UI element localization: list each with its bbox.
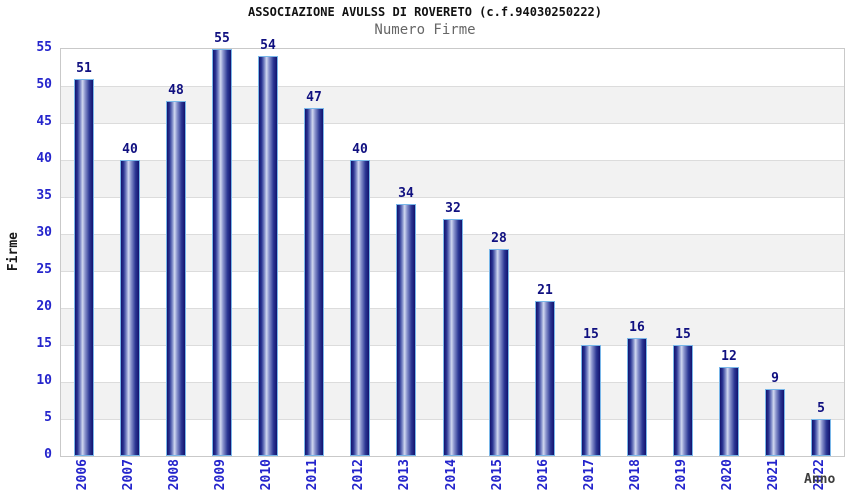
- bar-value-label-2012: 40: [352, 142, 368, 157]
- bar-value-label-2018: 16: [629, 320, 645, 335]
- background-band: [61, 86, 844, 123]
- bar-value-label-2017: 15: [583, 327, 599, 342]
- ytick-label-10: 10: [36, 373, 52, 388]
- bar-2021: [765, 389, 785, 456]
- chart-title: ASSOCIAZIONE AVULSS DI ROVERETO (c.f.940…: [247, 5, 602, 19]
- bar-value-label-2022: 5: [817, 401, 825, 416]
- ytick-label-55: 55: [36, 40, 52, 55]
- ytick-label-50: 50: [36, 77, 52, 92]
- bar-value-label-2011: 47: [306, 90, 322, 105]
- bar-2008: [166, 101, 186, 456]
- bar-value-label-2010: 54: [260, 38, 276, 53]
- xtick-label-2021: 2021: [766, 459, 781, 491]
- xtick-label-2015: 2015: [490, 459, 505, 491]
- bar-value-label-2009: 55: [214, 31, 230, 46]
- xtick-label-2016: 2016: [536, 459, 551, 491]
- ytick-label-35: 35: [36, 188, 52, 203]
- bar-2010: [258, 56, 278, 456]
- bar-value-label-2008: 48: [168, 83, 184, 98]
- bar-value-label-2006: 51: [76, 61, 92, 76]
- ytick-label-15: 15: [36, 336, 52, 351]
- plot-area: 51 40 48 55 54 47 40 34 32 28 21 15 16 15 12 9 5: [60, 31, 845, 457]
- bar-2009: [212, 49, 232, 456]
- xtick-label-2007: 2007: [121, 459, 136, 491]
- bar-value-label-2019: 15: [675, 327, 691, 342]
- ytick-label-40: 40: [36, 151, 52, 166]
- bar-2006: [74, 79, 94, 456]
- xtick-label-2008: 2008: [167, 459, 182, 491]
- bar-2013: [396, 204, 416, 456]
- x-axis-title: Anno: [804, 472, 836, 487]
- bar-value-label-2015: 28: [491, 231, 507, 246]
- ytick-label-5: 5: [44, 410, 52, 425]
- bar-value-label-2020: 12: [721, 349, 737, 364]
- bar-2017: [581, 345, 601, 456]
- bar-value-label-2007: 40: [122, 142, 138, 157]
- xtick-label-2020: 2020: [720, 459, 735, 491]
- xtick-label-2014: 2014: [444, 459, 459, 491]
- xtick-label-2018: 2018: [628, 459, 643, 491]
- background-band: [61, 123, 844, 160]
- gridline: [61, 86, 844, 87]
- bar-2012: [350, 160, 370, 456]
- bar-2011: [304, 108, 324, 456]
- xtick-label-2011: 2011: [305, 459, 320, 491]
- bar-value-label-2013: 34: [398, 186, 414, 201]
- chart-subtitle: Numero Firme: [374, 22, 476, 38]
- ytick-label-0: 0: [44, 447, 52, 462]
- bar-2014: [443, 219, 463, 456]
- bar-2007: [120, 160, 140, 456]
- bar-2018: [627, 338, 647, 456]
- xtick-label-2006: 2006: [75, 459, 90, 491]
- xtick-label-2012: 2012: [351, 459, 366, 491]
- bar-value-label-2016: 21: [537, 283, 553, 298]
- bar-2016: [535, 301, 555, 456]
- ytick-label-30: 30: [36, 225, 52, 240]
- bar-value-label-2014: 32: [445, 201, 461, 216]
- ytick-label-20: 20: [36, 299, 52, 314]
- gridline: [61, 123, 844, 124]
- background-band: [61, 49, 844, 86]
- bar-2020: [719, 367, 739, 456]
- xtick-label-2009: 2009: [213, 459, 228, 491]
- gridline: [61, 160, 844, 161]
- xtick-label-2017: 2017: [582, 459, 597, 491]
- xtick-label-2013: 2013: [397, 459, 412, 491]
- ytick-label-45: 45: [36, 114, 52, 129]
- background-band: [61, 160, 844, 197]
- bar-2019: [673, 345, 693, 456]
- bar-2015: [489, 249, 509, 456]
- gridline: [61, 197, 844, 198]
- xtick-label-2019: 2019: [674, 459, 689, 491]
- ytick-label-25: 25: [36, 262, 52, 277]
- xtick-label-2010: 2010: [259, 459, 274, 491]
- bar-2022: [811, 419, 831, 456]
- bar-value-label-2021: 9: [771, 371, 779, 386]
